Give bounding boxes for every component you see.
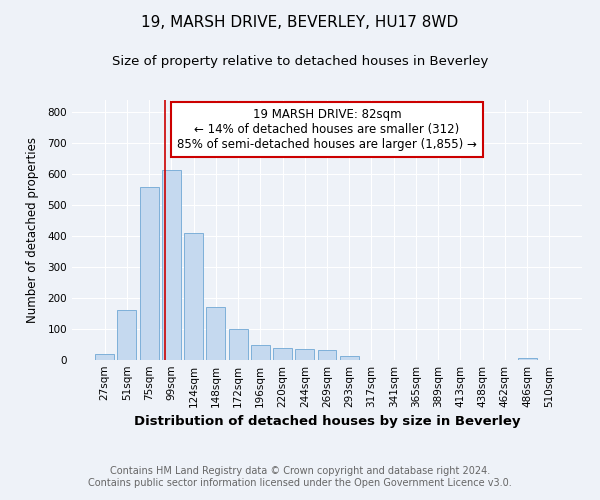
X-axis label: Distribution of detached houses by size in Beverley: Distribution of detached houses by size …	[134, 416, 520, 428]
Bar	[184, 233, 203, 360]
Bar	[251, 344, 270, 360]
Text: Size of property relative to detached houses in Beverley: Size of property relative to detached ho…	[112, 55, 488, 68]
Bar	[317, 350, 337, 360]
Bar	[162, 170, 181, 360]
Bar	[518, 358, 536, 360]
Bar	[340, 356, 359, 360]
Text: 19, MARSH DRIVE, BEVERLEY, HU17 8WD: 19, MARSH DRIVE, BEVERLEY, HU17 8WD	[142, 15, 458, 30]
Bar	[229, 329, 248, 360]
Bar	[206, 308, 225, 360]
Bar	[273, 348, 292, 360]
Bar	[295, 349, 314, 360]
Bar	[140, 186, 158, 360]
Text: Contains HM Land Registry data © Crown copyright and database right 2024.
Contai: Contains HM Land Registry data © Crown c…	[88, 466, 512, 487]
Text: 19 MARSH DRIVE: 82sqm
← 14% of detached houses are smaller (312)
85% of semi-det: 19 MARSH DRIVE: 82sqm ← 14% of detached …	[177, 108, 477, 151]
Bar	[95, 354, 114, 360]
Y-axis label: Number of detached properties: Number of detached properties	[26, 137, 39, 323]
Bar	[118, 310, 136, 360]
